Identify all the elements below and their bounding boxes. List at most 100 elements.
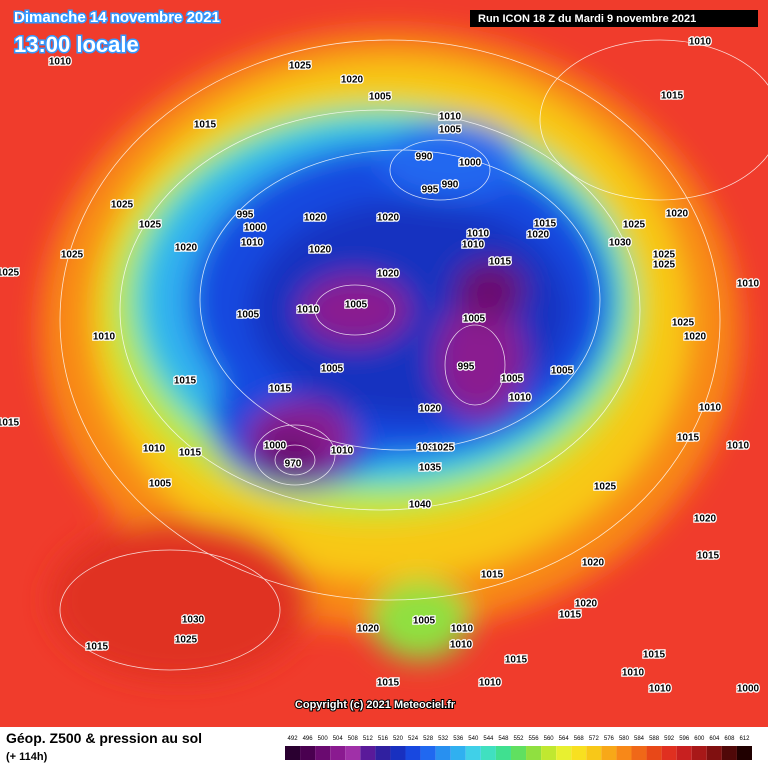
pressure-label: 1010	[689, 37, 712, 48]
pressure-label: 1020	[575, 599, 598, 610]
pressure-label: 1005	[237, 310, 260, 321]
legend-swatch	[360, 746, 376, 760]
pressure-label: 1020	[582, 558, 605, 569]
pressure-label: 1005	[439, 125, 462, 136]
run-box	[470, 10, 758, 27]
date: Dimanche 14 novembre 2021	[14, 9, 220, 26]
legend-swatch	[706, 746, 722, 760]
pressure-label: 1010	[451, 624, 474, 635]
pressure-label: 995	[458, 362, 475, 373]
pressure-label: 1015	[179, 448, 202, 459]
copyright: Copyright (c) 2021 Meteociel.fr	[295, 699, 456, 711]
pressure-label: 1010	[49, 57, 72, 68]
legend-swatch	[495, 746, 511, 760]
pressure-label: 1020	[527, 230, 550, 241]
pressure-label: 1005	[413, 616, 436, 627]
footer-lead: (+ 114h)	[6, 751, 48, 763]
pressure-label: 1005	[149, 479, 172, 490]
pressure-labels: 1010 1025 1020 1015 1005 1010 1005 990 1000 995 99…	[0, 35, 761, 696]
legend-swatch	[435, 746, 451, 760]
pressure-label: 1005	[345, 300, 368, 311]
legend-swatch	[375, 746, 391, 760]
legend-swatch	[556, 746, 572, 760]
legend-label: 604	[709, 736, 720, 742]
legend-label: 496	[303, 736, 314, 742]
pressure-label: 1010	[143, 444, 166, 455]
pressure-label: 1010	[331, 446, 354, 457]
pressure-label: 1025	[111, 200, 134, 211]
pressure-label: 1000	[244, 223, 267, 234]
legend-label: 528	[423, 736, 434, 742]
legend-label: 612	[739, 736, 750, 742]
legend-swatch	[405, 746, 421, 760]
pressure-label: 1025	[0, 268, 20, 279]
legend-label: 556	[529, 736, 540, 742]
pressure-label: 995	[422, 185, 439, 196]
legend-label: 576	[604, 736, 615, 742]
pressure-label: 1025	[61, 250, 84, 261]
pressure-label: 1020	[694, 514, 717, 525]
pressure-label: 1020	[304, 213, 327, 224]
pressure-label: 1010	[462, 240, 485, 251]
legend-swatch	[691, 746, 707, 760]
pressure-label: 990	[442, 180, 459, 191]
legend-swatch	[480, 746, 496, 760]
pressure-label: 1020	[666, 209, 689, 220]
pressure-label: 1010	[622, 668, 645, 679]
pressure-label: 1015	[0, 418, 20, 429]
isobars	[59, 39, 768, 671]
pressure-label: 1025	[175, 635, 198, 646]
pressure-label: 1030	[417, 443, 440, 454]
pressure-label: 1015	[489, 257, 512, 268]
legend-label: 532	[438, 736, 449, 742]
legend-swatch	[586, 746, 602, 760]
legend-label: 508	[348, 736, 359, 742]
time: 13:00 locale	[14, 32, 139, 57]
pressure-label: 1015	[505, 655, 528, 666]
pressure-label: 1020	[377, 213, 400, 224]
pressure-label: 1005	[369, 92, 392, 103]
pressure-label: 1025	[653, 250, 676, 261]
legend-swatch	[345, 746, 361, 760]
pressure-label: 1025	[289, 61, 312, 72]
pressure-label: 1015	[86, 642, 109, 653]
legend-swatch	[390, 746, 406, 760]
legend-swatch	[315, 746, 331, 760]
pressure-label: 1020	[175, 243, 198, 254]
pressure-label: 1025	[653, 260, 676, 271]
pressure-label: 1005	[321, 364, 344, 375]
legend-swatch	[541, 746, 557, 760]
legend-label: 548	[498, 736, 509, 742]
pressure-label: 1035	[419, 463, 442, 474]
legend-swatch	[330, 746, 346, 760]
pressure-label: 1015	[661, 91, 684, 102]
legend-label: 592	[664, 736, 675, 742]
legend-swatch	[571, 746, 587, 760]
legend-label: 552	[513, 736, 524, 742]
legend-label: 500	[318, 736, 329, 742]
legend-swatch	[736, 746, 752, 760]
pressure-label: 970	[285, 459, 302, 470]
pressure-label: 1025	[594, 482, 617, 493]
pressure-label: 1030	[609, 238, 632, 249]
legend-swatch	[465, 746, 481, 760]
legend-swatch	[300, 746, 316, 760]
pressure-label: 1005	[501, 374, 524, 385]
legend-label: 568	[574, 736, 585, 742]
pressure-label: 1020	[357, 624, 380, 635]
legend-label: 560	[544, 736, 555, 742]
pressure-label: 1015	[174, 376, 197, 387]
pressure-label: 1020	[309, 245, 332, 256]
pressure-label: 1005	[463, 314, 486, 325]
pressure-label: 1020	[684, 332, 707, 343]
legend-label: 544	[483, 736, 494, 742]
pressure-label: 1010	[241, 238, 264, 249]
pressure-label: 1025	[623, 220, 646, 231]
pressure-label: 1005	[551, 366, 574, 377]
pressure-label: 1015	[697, 551, 720, 562]
pressure-label: 1010	[297, 305, 320, 316]
legend-swatch	[601, 746, 617, 760]
pressure-label: 1010	[727, 441, 750, 452]
legend-swatch	[631, 746, 647, 760]
